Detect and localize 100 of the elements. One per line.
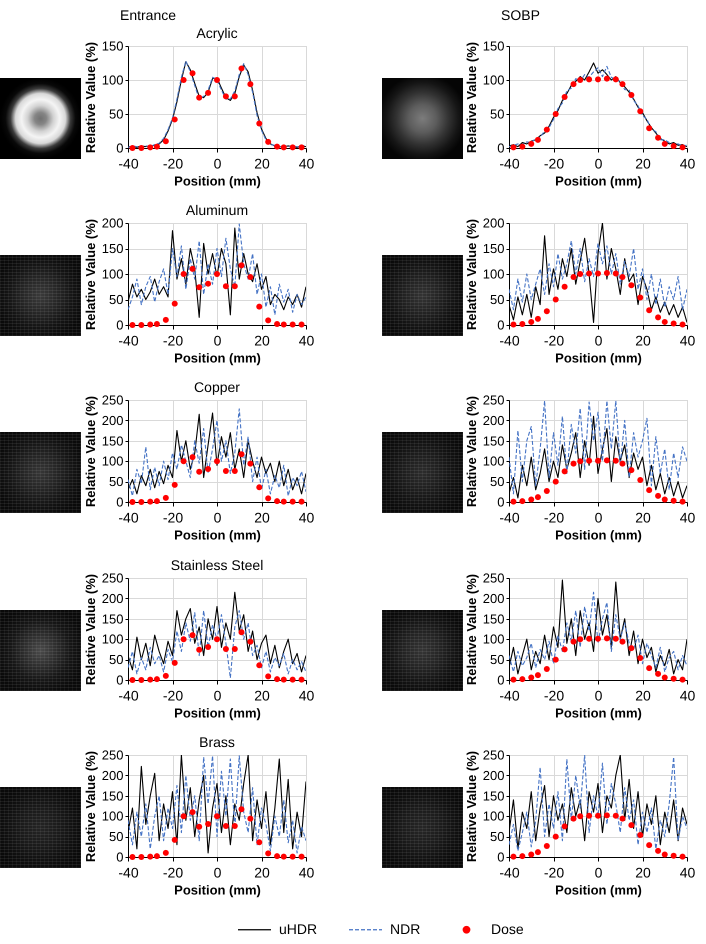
point [662, 140, 668, 147]
y-tick-label: 200 [482, 412, 504, 428]
point [280, 854, 287, 860]
point [180, 636, 187, 642]
y-tick-label: 250 [482, 570, 504, 586]
y-tick-label: 250 [102, 748, 124, 762]
x-tick-label: 20 [254, 864, 270, 880]
point [544, 666, 550, 672]
y-tick-label: 200 [102, 216, 124, 230]
point [265, 495, 272, 502]
point [290, 676, 296, 683]
point [172, 116, 178, 122]
point [562, 646, 568, 652]
x-tick-label: -40 [118, 332, 139, 348]
point [265, 317, 272, 324]
y-tick-label: 0 [116, 494, 124, 510]
point [646, 125, 652, 132]
y-axis-title: Relative Value (%) [82, 396, 98, 508]
point [180, 813, 187, 820]
x-tick-label: -40 [499, 332, 520, 348]
point [154, 320, 160, 327]
x-tick-label: -40 [499, 510, 520, 526]
point [265, 673, 272, 680]
y-tick-label: 50 [109, 474, 124, 490]
x-tick-label: 20 [254, 156, 270, 172]
point [628, 467, 634, 474]
x-tick-label: -20 [162, 156, 184, 172]
x-tick-label: 40 [680, 156, 696, 172]
x-axis-title: Position (mm) [555, 350, 642, 366]
y-tick-label: 200 [102, 590, 124, 606]
x-axis-title: Position (mm) [555, 882, 642, 898]
point [552, 296, 559, 302]
chart-title: Copper [194, 379, 240, 395]
point [662, 318, 668, 325]
point [519, 853, 526, 860]
point [214, 636, 220, 642]
x-tick-label: 0 [214, 688, 222, 704]
x-axis-title: Position (mm) [174, 706, 261, 720]
y-tick-label: 50 [490, 106, 504, 122]
point [222, 823, 229, 829]
point [655, 134, 662, 141]
point [290, 854, 296, 860]
point [586, 270, 592, 276]
x-tick-label: 0 [214, 332, 222, 348]
x-axis-title: Position (mm) [174, 350, 261, 366]
point [154, 498, 160, 504]
y-axis-title: Relative Value (%) [464, 42, 479, 154]
point [586, 76, 592, 82]
point [619, 638, 626, 645]
x-tick-label: 40 [298, 510, 314, 526]
point [172, 300, 178, 307]
point [280, 144, 287, 150]
point [162, 672, 169, 679]
x-tick-label: 0 [214, 864, 222, 880]
x-tick-label: 20 [254, 332, 270, 348]
x-tick-label: 40 [298, 332, 314, 348]
y-tick-label: 0 [497, 140, 504, 156]
point [680, 144, 686, 150]
y-tick-label: 150 [102, 788, 124, 804]
point [562, 823, 568, 830]
point [604, 76, 610, 82]
y-tick-label: 100 [482, 454, 504, 469]
point [172, 482, 178, 488]
y-tick-label: 50 [109, 106, 124, 122]
point [562, 468, 568, 474]
chart-title: Brass [199, 734, 235, 750]
x-tick-label: -40 [499, 688, 520, 704]
point [612, 812, 619, 819]
point [214, 271, 220, 277]
x-tick-label: 0 [594, 510, 603, 526]
point [162, 316, 169, 323]
point [138, 499, 144, 505]
point [534, 136, 541, 143]
x-axis-title: Position (mm) [174, 174, 261, 188]
x-tick-label: 0 [594, 688, 603, 704]
point [519, 498, 526, 504]
point [534, 494, 541, 500]
point [256, 484, 262, 490]
x-tick-label: -40 [118, 688, 139, 704]
point [628, 282, 634, 288]
point [586, 636, 592, 642]
x-tick-label: -40 [499, 156, 520, 172]
point [544, 488, 550, 494]
point [612, 636, 619, 642]
y-tick-label: 250 [482, 748, 504, 762]
point [154, 144, 160, 150]
y-tick-label: 200 [482, 216, 504, 230]
y-axis-title: Relative Value (%) [82, 218, 98, 330]
y-axis-title: Relative Value (%) [464, 218, 479, 330]
point [534, 672, 541, 678]
y-tick-label: 200 [102, 768, 124, 783]
x-tick-label: -40 [118, 156, 139, 172]
x-tick-label: 0 [594, 156, 603, 172]
point [528, 674, 534, 681]
point [280, 676, 287, 683]
point [298, 144, 305, 150]
y-tick-label: 100 [482, 72, 504, 88]
point [646, 665, 652, 672]
line-series [509, 592, 687, 672]
x-tick-label: -20 [544, 688, 564, 704]
